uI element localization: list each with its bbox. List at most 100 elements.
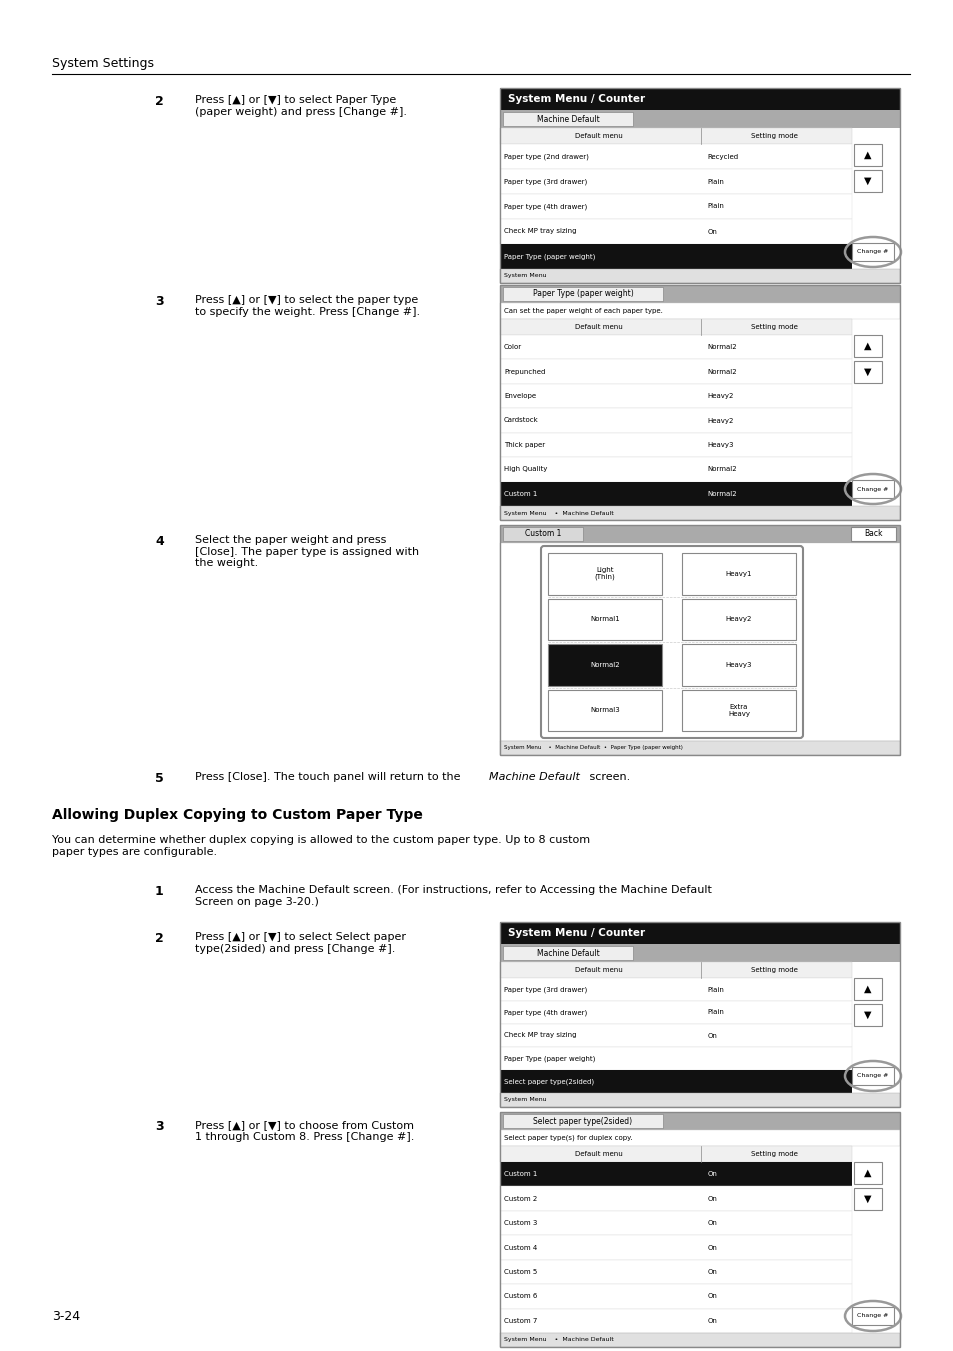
FancyBboxPatch shape: [499, 1285, 851, 1309]
Text: Default menu: Default menu: [574, 324, 621, 330]
Text: Paper Type (paper weight): Paper Type (paper weight): [532, 289, 633, 299]
FancyBboxPatch shape: [499, 740, 899, 755]
Text: Machine Default: Machine Default: [536, 115, 598, 123]
Text: Plain: Plain: [707, 1009, 723, 1016]
FancyBboxPatch shape: [499, 1112, 899, 1129]
Text: Cardstock: Cardstock: [503, 417, 538, 423]
Text: ▲: ▲: [863, 340, 871, 351]
FancyBboxPatch shape: [853, 1188, 882, 1210]
FancyBboxPatch shape: [681, 689, 795, 731]
Text: Custom 6: Custom 6: [503, 1293, 537, 1300]
Text: Change #: Change #: [857, 1074, 888, 1078]
FancyBboxPatch shape: [499, 481, 851, 507]
FancyBboxPatch shape: [499, 269, 899, 282]
Text: Envelope: Envelope: [503, 393, 536, 399]
Text: Paper Type (paper weight): Paper Type (paper weight): [503, 1055, 595, 1062]
Text: Press [▲] or [▼] to select Select paper
type(2sided) and press [Change #].: Press [▲] or [▼] to select Select paper …: [194, 932, 406, 954]
FancyBboxPatch shape: [850, 527, 895, 540]
Text: On: On: [707, 228, 717, 235]
Text: Select paper type(2sided): Select paper type(2sided): [503, 1078, 594, 1085]
FancyBboxPatch shape: [547, 553, 661, 594]
FancyBboxPatch shape: [499, 526, 899, 543]
Text: 1: 1: [154, 885, 164, 898]
FancyBboxPatch shape: [681, 598, 795, 640]
Text: Setting mode: Setting mode: [750, 1151, 797, 1156]
Text: Paper Type (paper weight): Paper Type (paper weight): [503, 253, 595, 259]
Text: System Menu / Counter: System Menu / Counter: [507, 95, 644, 104]
FancyBboxPatch shape: [547, 598, 661, 640]
Text: Default menu: Default menu: [574, 1151, 621, 1156]
FancyBboxPatch shape: [499, 128, 851, 145]
FancyBboxPatch shape: [853, 170, 882, 192]
FancyBboxPatch shape: [499, 1309, 851, 1333]
FancyBboxPatch shape: [499, 432, 851, 457]
Text: Paper type (2nd drawer): Paper type (2nd drawer): [503, 153, 588, 159]
Text: Plain: Plain: [707, 178, 723, 185]
Text: Normal1: Normal1: [590, 616, 619, 623]
Text: Change #: Change #: [857, 250, 888, 254]
Text: High Quality: High Quality: [503, 466, 547, 473]
Text: Normal3: Normal3: [590, 708, 619, 713]
FancyBboxPatch shape: [502, 946, 633, 961]
FancyBboxPatch shape: [853, 361, 882, 382]
Text: System Menu    •  Machine Default: System Menu • Machine Default: [503, 511, 613, 516]
FancyBboxPatch shape: [499, 978, 851, 1001]
Text: Normal2: Normal2: [707, 490, 737, 497]
FancyBboxPatch shape: [499, 384, 851, 408]
Text: Custom 1: Custom 1: [524, 530, 560, 539]
Text: 2: 2: [154, 932, 164, 944]
Text: Normal2: Normal2: [707, 466, 737, 473]
FancyBboxPatch shape: [499, 1070, 851, 1093]
Text: Select paper type(2sided): Select paper type(2sided): [533, 1116, 632, 1125]
Text: System Menu    •  Machine Default: System Menu • Machine Default: [503, 1337, 613, 1343]
Text: Plain: Plain: [707, 986, 723, 993]
Text: Custom 4: Custom 4: [503, 1244, 537, 1251]
Text: Allowing Duplex Copying to Custom Paper Type: Allowing Duplex Copying to Custom Paper …: [52, 808, 422, 821]
Text: System Menu    •  Machine Default  •  Paper Type (paper weight): System Menu • Machine Default • Paper Ty…: [503, 746, 682, 751]
FancyBboxPatch shape: [499, 944, 899, 962]
Text: Press [▲] or [▼] to select the paper type
to specify the weight. Press [Change #: Press [▲] or [▼] to select the paper typ…: [194, 295, 419, 316]
Text: On: On: [707, 1317, 717, 1324]
Text: You can determine whether duplex copying is allowed to the custom paper type. Up: You can determine whether duplex copying…: [52, 835, 590, 857]
Text: ▼: ▼: [863, 1011, 871, 1020]
Text: Access the Machine Default screen. (For instructions, refer to Accessing the Mac: Access the Machine Default screen. (For …: [194, 885, 711, 907]
Text: 3: 3: [154, 295, 164, 308]
FancyBboxPatch shape: [499, 195, 851, 219]
FancyBboxPatch shape: [499, 335, 851, 359]
FancyBboxPatch shape: [499, 245, 851, 269]
Text: Custom 7: Custom 7: [503, 1317, 537, 1324]
Text: Select the paper weight and press
[Close]. The paper type is assigned with
the w: Select the paper weight and press [Close…: [194, 535, 418, 569]
FancyBboxPatch shape: [499, 507, 899, 520]
Text: Select paper type(s) for duplex copy.: Select paper type(s) for duplex copy.: [503, 1135, 632, 1142]
Text: ▼: ▼: [863, 367, 871, 377]
Text: Heavy1: Heavy1: [725, 570, 751, 577]
Text: ▼: ▼: [863, 176, 871, 186]
Text: Recycled: Recycled: [707, 154, 738, 159]
Text: Check MP tray sizing: Check MP tray sizing: [503, 228, 576, 235]
FancyBboxPatch shape: [547, 644, 661, 685]
Text: On: On: [707, 1220, 717, 1227]
Text: On: On: [707, 1244, 717, 1251]
Text: Press [▲] or [▼] to choose from Custom
1 through Custom 8. Press [Change #].: Press [▲] or [▼] to choose from Custom 1…: [194, 1120, 414, 1142]
Text: 5: 5: [154, 771, 164, 785]
Text: 3-24: 3-24: [52, 1310, 80, 1323]
FancyBboxPatch shape: [499, 1024, 851, 1047]
FancyBboxPatch shape: [499, 1186, 851, 1210]
Text: 2: 2: [154, 95, 164, 108]
FancyBboxPatch shape: [851, 1067, 893, 1085]
FancyBboxPatch shape: [502, 527, 582, 540]
FancyBboxPatch shape: [851, 243, 893, 261]
FancyBboxPatch shape: [499, 1333, 899, 1347]
Text: Custom 1: Custom 1: [503, 1171, 537, 1177]
Text: Paper type (4th drawer): Paper type (4th drawer): [503, 203, 587, 209]
Text: Machine Default: Machine Default: [536, 948, 598, 958]
Text: On: On: [707, 1032, 717, 1039]
Text: ▲: ▲: [863, 984, 871, 994]
FancyBboxPatch shape: [499, 1210, 851, 1235]
Text: Paper type (3rd drawer): Paper type (3rd drawer): [503, 986, 587, 993]
Text: Press [Close]. The touch panel will return to the: Press [Close]. The touch panel will retu…: [194, 771, 463, 782]
FancyBboxPatch shape: [499, 1235, 851, 1259]
Text: Setting mode: Setting mode: [750, 132, 797, 139]
Text: Thick paper: Thick paper: [503, 442, 544, 449]
Text: Change #: Change #: [857, 1313, 888, 1319]
